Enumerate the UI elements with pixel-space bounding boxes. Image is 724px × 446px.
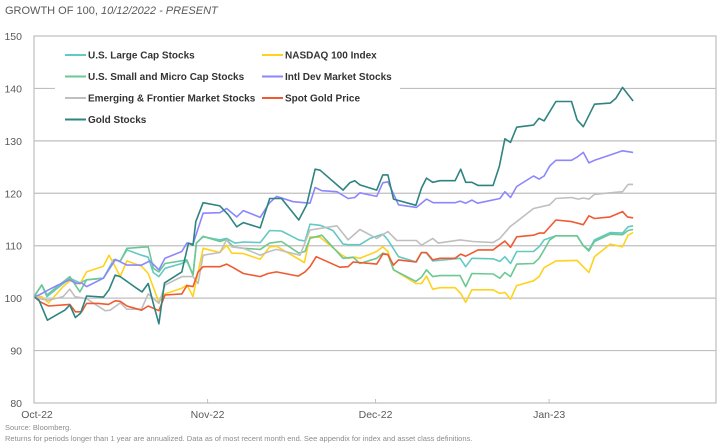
- chart-title-period: 10/12/2022 - PRESENT: [100, 5, 218, 17]
- y-tick-label: 90: [10, 346, 22, 358]
- plot-frame: [33, 35, 717, 404]
- x-tick-label: Jan-23: [533, 409, 565, 421]
- y-tick-label: 100: [4, 293, 22, 305]
- legend-item: Spot Gold Price: [262, 94, 360, 105]
- legend-label: NASDAQ 100 Index: [285, 51, 377, 62]
- legend-item: U.S. Large Cap Stocks: [65, 51, 195, 62]
- legend-item: U.S. Small and Micro Cap Stocks: [65, 72, 245, 83]
- legend-label: Gold Stocks: [88, 115, 147, 126]
- x-tick-label: Oct-22: [21, 409, 53, 421]
- y-axis-ticks: 80 90 100 110 120 130 140 150: [4, 31, 22, 410]
- chart-title: GROWTH OF 100, 10/12/2022 - PRESENT: [5, 5, 218, 17]
- series-line-spot-gold-price: [33, 210, 634, 313]
- legend-item: Emerging & Frontier Market Stocks: [65, 94, 256, 105]
- legend-label: U.S. Large Cap Stocks: [88, 51, 195, 62]
- series-line-intl-dev-market-stocks: [33, 150, 634, 298]
- x-tick-label: Dec-22: [359, 409, 393, 421]
- y-tick-label: 150: [4, 31, 22, 43]
- y-tick-label: 80: [10, 398, 22, 410]
- legend-item: Gold Stocks: [65, 115, 147, 126]
- series-line-nasdaq-100-index: [34, 231, 634, 304]
- legend-item: NASDAQ 100 Index: [262, 51, 377, 62]
- x-tick-label: Nov-22: [191, 409, 225, 421]
- legend-label: U.S. Small and Micro Cap Stocks: [88, 72, 245, 83]
- x-axis-ticks: Oct-22 Nov-22 Dec-22 Jan-23: [21, 399, 565, 421]
- legend-label: Spot Gold Price: [285, 94, 360, 105]
- chart-title-main: GROWTH OF 100,: [5, 5, 98, 17]
- footnote: Returns for periods longer than 1 year a…: [5, 434, 473, 443]
- legend: U.S. Large Cap Stocks NASDAQ 100 Index U.S…: [55, 40, 400, 130]
- y-tick-label: 130: [4, 136, 22, 148]
- legend-label: Intl Dev Market Stocks: [285, 72, 392, 83]
- series-line-u-s-large-cap-stocks: [33, 223, 634, 298]
- series-line-emerging-frontier-market-stocks: [33, 183, 634, 312]
- y-tick-label: 110: [5, 241, 22, 253]
- series-line-gold-stocks: [33, 86, 634, 325]
- legend-label: Emerging & Frontier Market Stocks: [88, 94, 256, 105]
- legend-background: [55, 40, 400, 130]
- source-note: Source: Bloomberg.: [5, 423, 72, 432]
- y-tick-label: 120: [4, 188, 22, 200]
- series-lines: [33, 86, 634, 325]
- legend-item: Intl Dev Market Stocks: [262, 72, 392, 83]
- y-tick-label: 140: [4, 83, 22, 95]
- series-line-u-s-small-and-micro-cap-stocks: [33, 228, 634, 298]
